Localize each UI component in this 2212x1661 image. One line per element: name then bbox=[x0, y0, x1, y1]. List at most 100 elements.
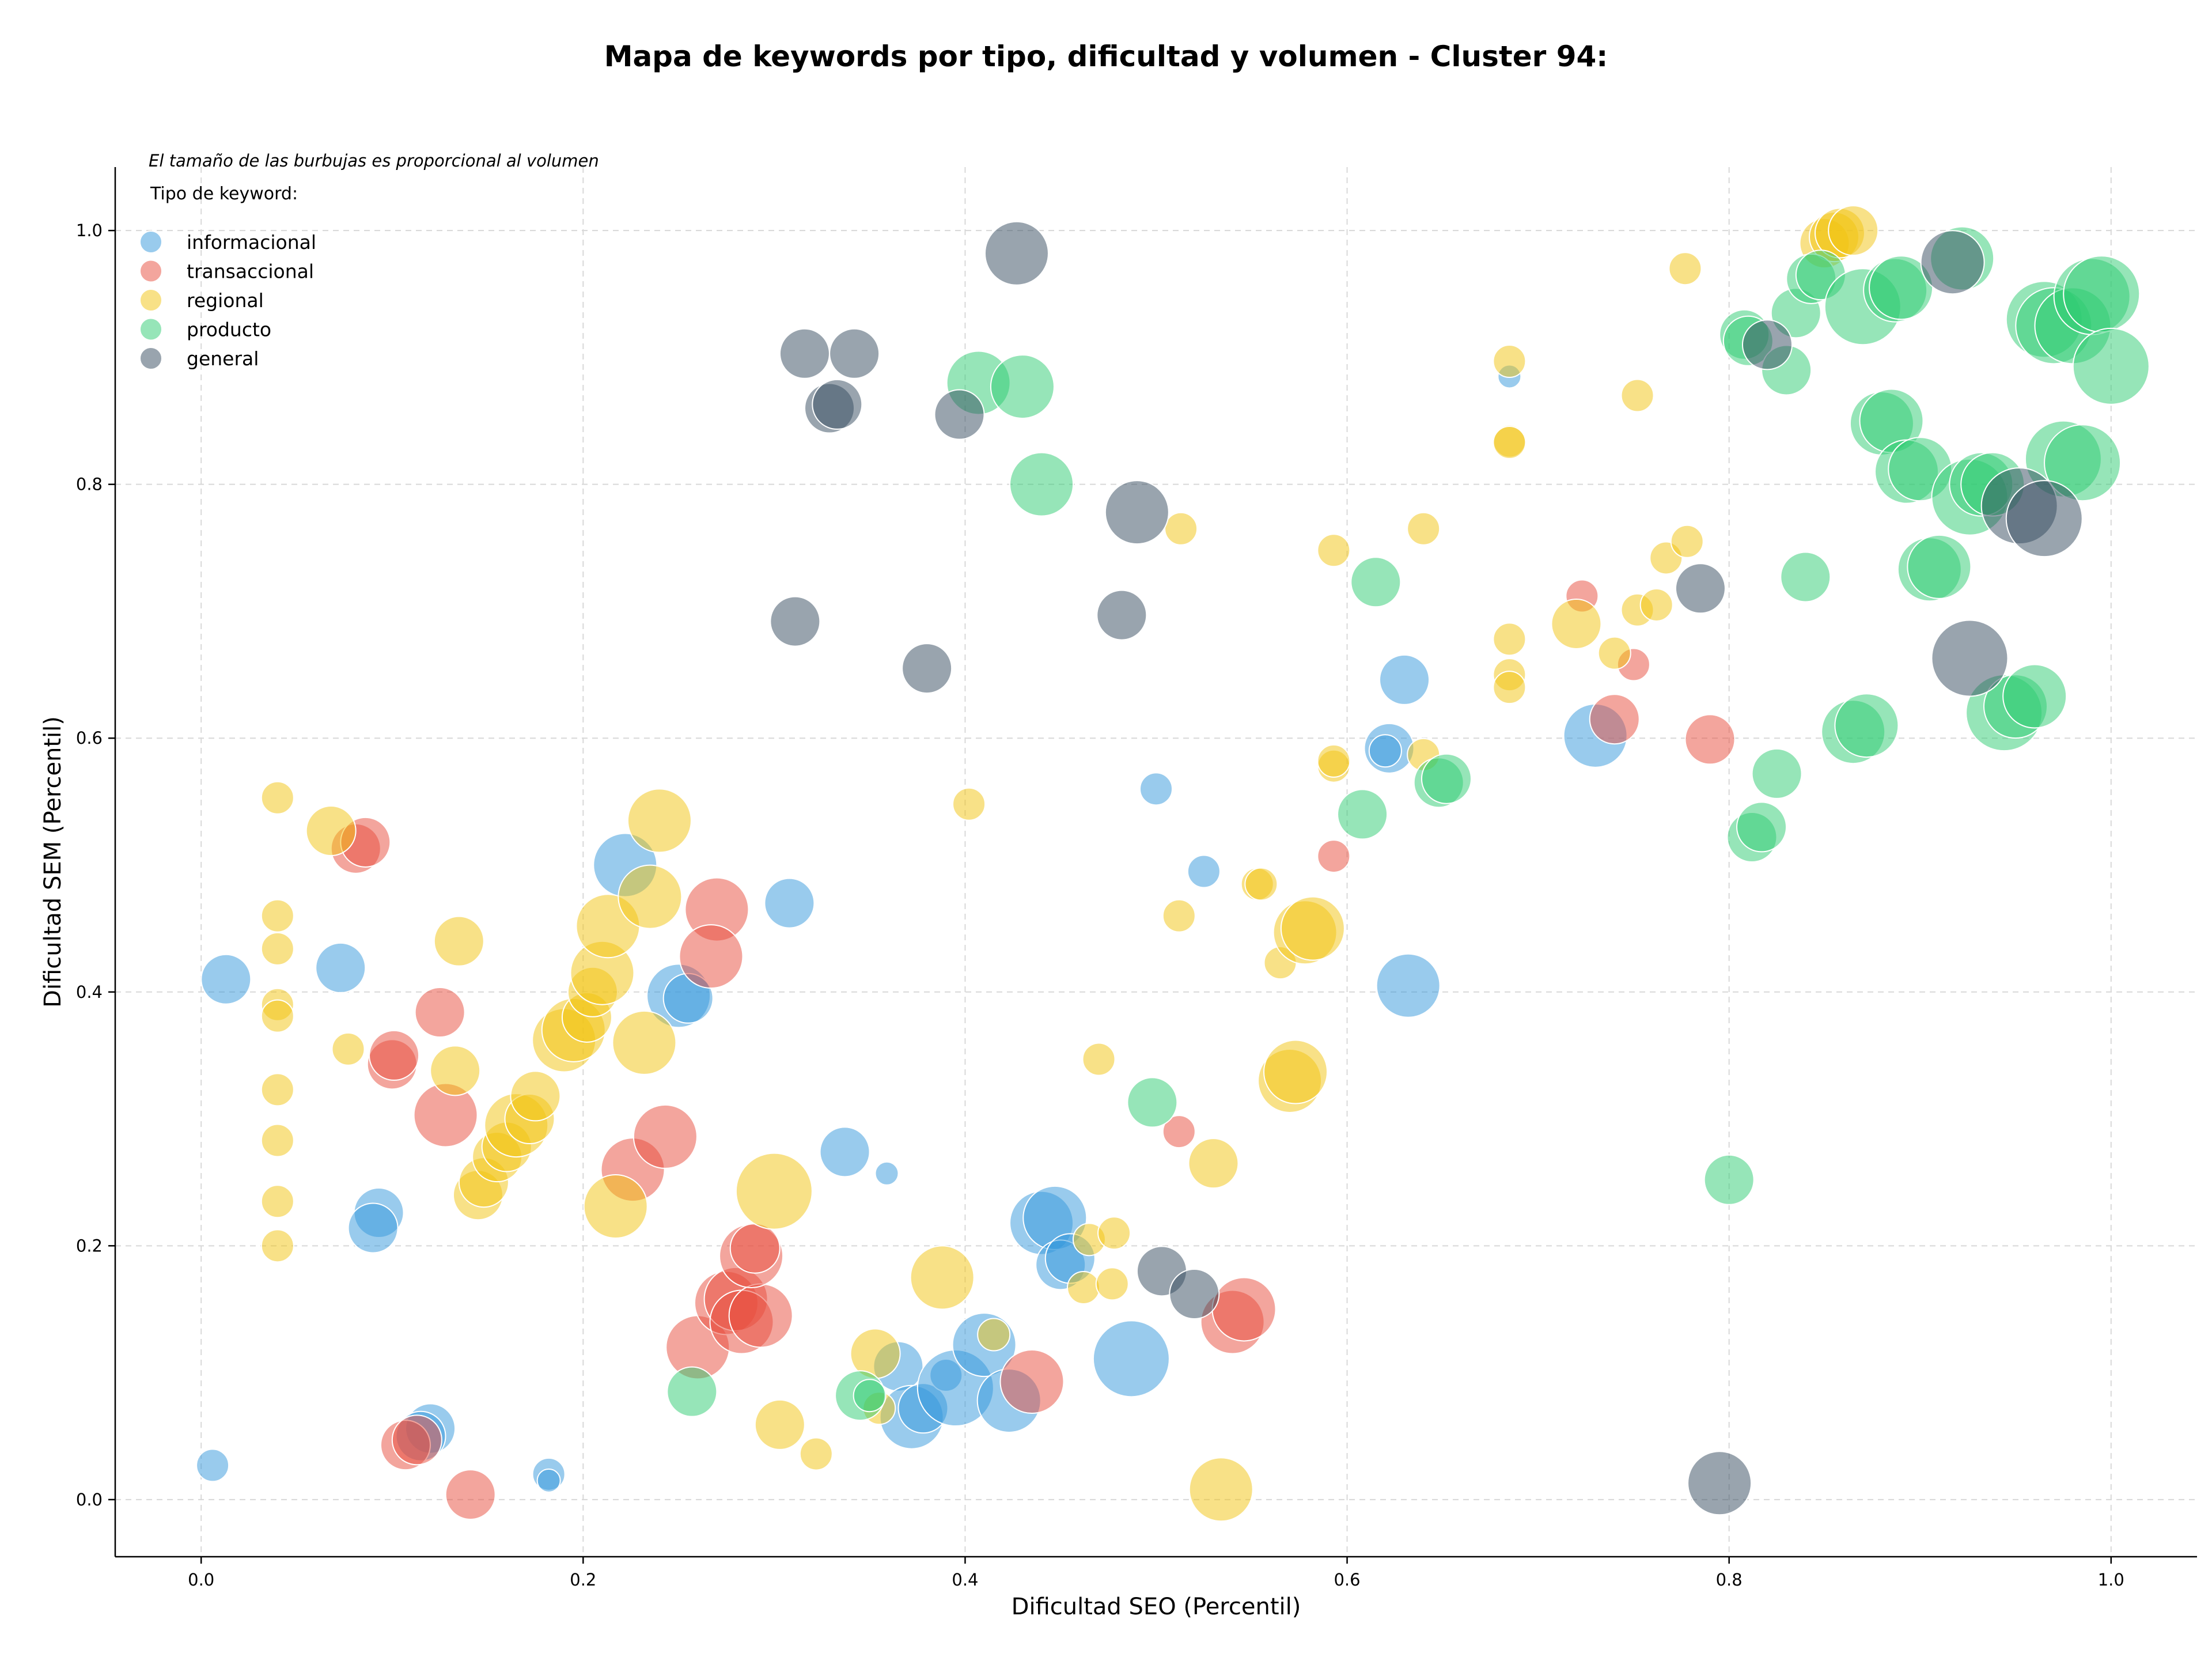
bubble-producto bbox=[1780, 551, 1831, 603]
bubble-general bbox=[812, 379, 863, 430]
bubble-regional bbox=[1828, 205, 1879, 256]
bubble-transaccional bbox=[679, 924, 744, 989]
bubble-regional bbox=[1407, 512, 1441, 546]
bubble-general bbox=[902, 643, 953, 694]
series-regional bbox=[260, 205, 1879, 1522]
bubble-general bbox=[1741, 319, 1793, 370]
bubble-general bbox=[779, 328, 830, 379]
x-tick-label: 0.0 bbox=[188, 1570, 214, 1590]
bubble-regional bbox=[1668, 252, 1702, 286]
bubble-transaccional bbox=[414, 987, 465, 1038]
legend-label: general bbox=[187, 347, 259, 370]
bubble-general bbox=[1687, 1451, 1752, 1516]
bubble-regional bbox=[977, 1318, 1011, 1352]
bubble-producto bbox=[1907, 534, 1972, 599]
legend-item-transaccional: transaccional bbox=[139, 259, 314, 283]
bubble-regional bbox=[1317, 744, 1351, 778]
legend-label: transaccional bbox=[187, 260, 314, 283]
y-tick-label: 0.4 bbox=[76, 982, 103, 1002]
bubble-transaccional bbox=[369, 1030, 420, 1081]
bubble-regional bbox=[1164, 512, 1198, 546]
y-tick-label: 0.2 bbox=[76, 1236, 103, 1255]
bubble-regional bbox=[1639, 588, 1673, 622]
bubble-regional bbox=[612, 1010, 677, 1075]
bubble-regional bbox=[1280, 896, 1345, 961]
x-tick-label: 1.0 bbox=[2098, 1570, 2124, 1590]
bubble-regional bbox=[1493, 425, 1527, 459]
series-transaccional bbox=[330, 579, 1736, 1520]
x-tick-label: 0.4 bbox=[952, 1570, 978, 1590]
bubble-regional bbox=[260, 1073, 294, 1107]
bubble-informacional bbox=[1376, 953, 1441, 1018]
bubble-producto bbox=[1009, 452, 1074, 517]
bubble-informacional bbox=[196, 1448, 230, 1482]
bubble-regional bbox=[1493, 622, 1527, 656]
bubble-transaccional bbox=[445, 1469, 496, 1520]
bubble-producto bbox=[1350, 557, 1402, 608]
bubble-producto bbox=[1736, 801, 1787, 853]
bubble-informacional bbox=[1379, 654, 1430, 705]
bubble-regional bbox=[1188, 1457, 1253, 1522]
y-axis-label: Dificultad SEM (Percentil) bbox=[40, 716, 66, 1008]
bubble-regional bbox=[305, 805, 357, 857]
bubble-regional bbox=[799, 1437, 833, 1471]
bubble-informacional bbox=[536, 1468, 561, 1493]
bubble-regional bbox=[1082, 1042, 1116, 1076]
bubble-regional bbox=[1551, 598, 1602, 649]
series-general bbox=[770, 221, 2083, 1516]
bubbles bbox=[196, 205, 2150, 1522]
bubble-informacional bbox=[315, 942, 366, 993]
bubble-regional bbox=[260, 781, 294, 815]
x-tick-label: 0.2 bbox=[570, 1570, 596, 1590]
bubble-regional bbox=[1670, 524, 1704, 558]
bubble-regional bbox=[1188, 1138, 1239, 1189]
bubble-regional bbox=[1097, 1216, 1131, 1250]
bubble-regional bbox=[260, 932, 294, 966]
y-tick-label: 1.0 bbox=[76, 221, 103, 240]
bubble-informacional bbox=[1092, 1320, 1170, 1398]
legend: informacional transaccional regional produc… bbox=[139, 230, 316, 370]
bubble-transaccional bbox=[1162, 1115, 1196, 1149]
bubble-transaccional bbox=[632, 1104, 698, 1169]
bubble-transaccional bbox=[728, 1283, 793, 1348]
bubble-producto bbox=[2002, 664, 2067, 729]
bubble-transaccional bbox=[729, 1223, 781, 1274]
bubble-regional bbox=[754, 1399, 805, 1450]
bubble-regional bbox=[1244, 867, 1278, 901]
x-axis-label: Dificultad SEO (Percentil) bbox=[1012, 1594, 1301, 1620]
legend-item-general: general bbox=[139, 347, 259, 370]
bubble-transaccional bbox=[999, 1349, 1065, 1414]
y-tick-label: 0.0 bbox=[76, 1490, 103, 1509]
bubble-regional bbox=[260, 1185, 294, 1219]
bubble-informacional bbox=[1187, 854, 1221, 888]
legend-label: informacional bbox=[187, 231, 316, 253]
chart-title: Mapa de keywords por tipo, dificultad y … bbox=[604, 40, 1608, 73]
bubble-regional bbox=[433, 915, 484, 967]
bubble-regional bbox=[583, 1174, 648, 1239]
legend-marker bbox=[139, 230, 162, 253]
bubble-regional bbox=[1162, 899, 1196, 933]
bubble-regional bbox=[735, 1152, 813, 1230]
legend-marker bbox=[139, 317, 162, 341]
legend-title: Tipo de keyword: bbox=[150, 184, 298, 204]
series-producto bbox=[666, 226, 2150, 1421]
bubble-producto bbox=[2072, 327, 2150, 405]
bubble-general bbox=[1931, 619, 2009, 697]
bubble-regional bbox=[430, 1045, 481, 1096]
bubble-general bbox=[2005, 480, 2083, 558]
legend-item-informacional: informacional bbox=[139, 230, 316, 253]
x-tick-label: 0.6 bbox=[1334, 1570, 1360, 1590]
bubble-producto bbox=[1127, 1077, 1178, 1128]
bubble-general bbox=[1920, 230, 1985, 295]
bubble-regional bbox=[260, 1229, 294, 1263]
x-tick-label: 0.8 bbox=[1716, 1570, 1743, 1590]
bubble-transaccional bbox=[1684, 714, 1736, 765]
bubble-producto bbox=[1337, 789, 1388, 840]
bubble-informacional bbox=[200, 954, 252, 1005]
bubble-general bbox=[1104, 480, 1169, 545]
bubble-regional bbox=[910, 1245, 975, 1310]
bubble-regional bbox=[618, 864, 683, 929]
bubble-regional bbox=[331, 1032, 365, 1066]
bubble-regional bbox=[260, 999, 294, 1033]
